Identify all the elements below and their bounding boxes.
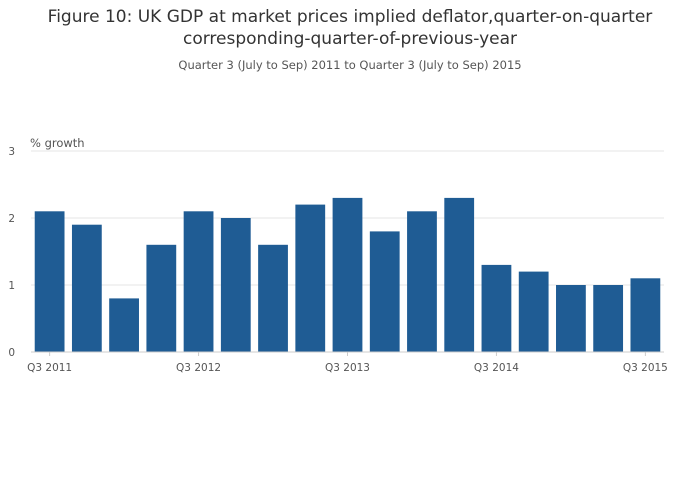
bar-q1-2014 — [407, 211, 437, 352]
y-tick-label-3: 3 — [8, 146, 15, 158]
chart-title-line-2: corresponding-quarter-of-previous-year — [182, 29, 518, 49]
x-tick-label-q3-2014: Q3 2014 — [474, 362, 519, 374]
chart-title-line-1: Figure 10: UK GDP at market prices impli… — [47, 7, 653, 27]
y-tick-label-1: 1 — [8, 280, 15, 292]
bar-q1-2012 — [109, 298, 139, 352]
chart-header: Figure 10: UK GDP at market prices impli… — [0, 6, 700, 72]
bar-q2-2013 — [295, 204, 326, 352]
bar-q2-2012 — [146, 244, 177, 352]
bar-q4-2012 — [220, 218, 251, 352]
bar-q3-2012 — [183, 211, 214, 352]
bar-q4-2013 — [369, 231, 400, 352]
x-tick-label-q3-2013: Q3 2013 — [325, 362, 370, 374]
bar-q2-2015 — [593, 285, 624, 352]
chart-subtitle: Quarter 3 (July to Sep) 2011 to Quarter … — [178, 58, 522, 72]
bar-q1-2013 — [258, 244, 288, 352]
bar-q3-2013 — [332, 197, 363, 352]
bar-q3-2011 — [34, 211, 65, 352]
bar-q4-2011 — [71, 224, 102, 352]
bars — [34, 197, 661, 352]
x-tick-label-q3-2012: Q3 2012 — [176, 362, 221, 374]
bar-q3-2015 — [630, 278, 661, 352]
y-tick-label-2: 2 — [8, 213, 15, 225]
axes: 0 1 2 3 Q3 2011 Q3 2012 Q3 2013 Q3 2014 Q3 2015 — [8, 146, 668, 374]
bar-q2-2014 — [444, 197, 475, 352]
chart-title: Figure 10: UK GDP at market prices impli… — [30, 6, 670, 50]
y-tick-label-0: 0 — [8, 347, 15, 359]
x-tick-label-q3-2011: Q3 2011 — [27, 362, 72, 374]
x-tick-label-q3-2015: Q3 2015 — [623, 362, 668, 374]
y-axis-label: % growth — [30, 136, 85, 150]
bar-q4-2014 — [518, 271, 549, 352]
bar-q3-2014 — [481, 264, 512, 352]
bar-q1-2015 — [556, 285, 586, 352]
